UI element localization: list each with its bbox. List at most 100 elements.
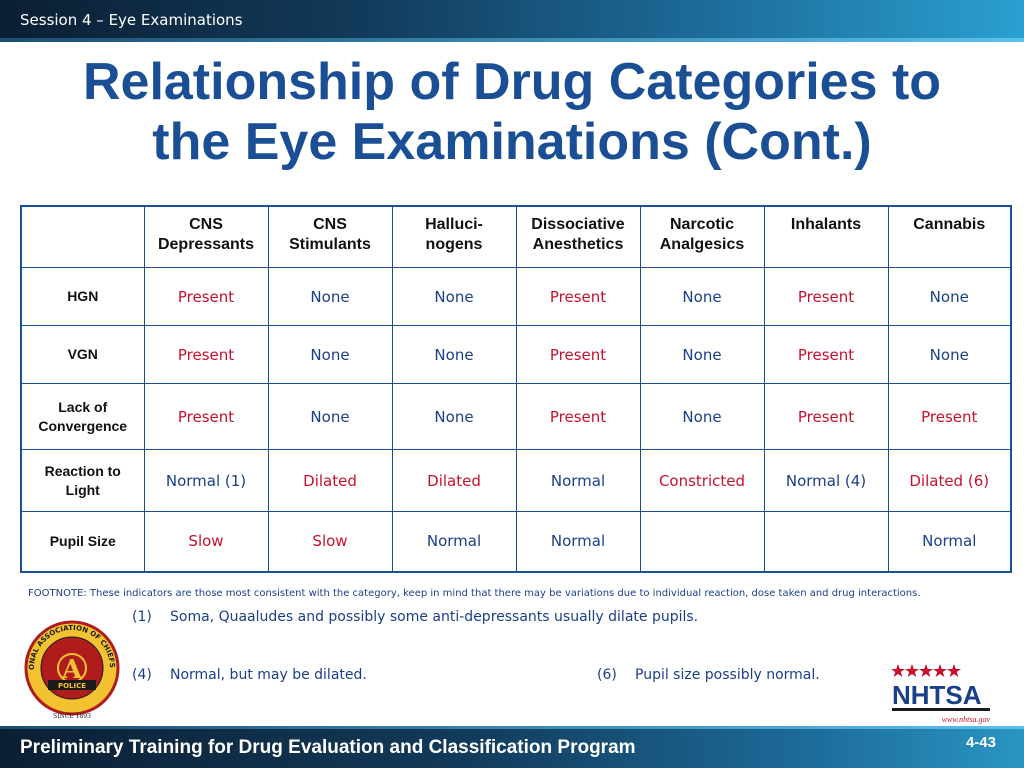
table-cell: None	[887, 325, 1012, 384]
table-cell: None	[267, 383, 393, 450]
table-cell: Slow	[267, 511, 393, 572]
column-header-line: Narcotic	[669, 216, 735, 233]
table-cell: None	[887, 267, 1012, 326]
slide-title: Relationship of Drug Categories to the E…	[0, 52, 1024, 172]
nhtsa-wordmark: NHTSA	[892, 680, 982, 710]
column-header-line: CNS	[313, 216, 347, 233]
table-cell: Present	[143, 325, 269, 384]
row-label-line: Convergence	[38, 417, 128, 434]
table-cell: None	[391, 383, 517, 450]
column-header: Halluci-nogens	[391, 205, 517, 268]
table-cell: Present	[143, 267, 269, 326]
iacp-band-text: POLICE	[58, 682, 86, 690]
column-header: Inhalants	[763, 205, 889, 268]
column-header: Narcotic Analgesics	[639, 205, 765, 268]
table-header-row: CNS Depressants CNS Stimulants Halluci-nog…	[20, 205, 1012, 268]
column-header: CNS Stimulants	[267, 205, 393, 268]
table-cell: Normal (1)	[143, 449, 269, 512]
note-text: Normal, but may be dilated.	[170, 667, 367, 683]
column-header: Dissociative Anesthetics	[515, 205, 641, 268]
table-cell: None	[391, 325, 517, 384]
table-cell: Dilated	[267, 449, 393, 512]
column-header-line: Analgesics	[659, 236, 745, 253]
row-label: Pupil Size	[20, 511, 145, 572]
note-text: Soma, Quaaludes and possibly some anti-d…	[170, 609, 699, 625]
table-cell: None	[639, 383, 765, 450]
table-cell: Present	[515, 325, 641, 384]
table-body: HGN Present None None Present None Prese…	[20, 267, 1012, 572]
program-name: Preliminary Training for Drug Evaluation…	[20, 737, 636, 758]
table-cell: None	[639, 267, 765, 326]
row-label: HGN	[20, 267, 145, 326]
drug-eye-exam-table: CNS Depressants CNS Stimulants Halluci-nog…	[20, 205, 1012, 573]
table-cell: Present	[763, 383, 889, 450]
svg-text:A: A	[61, 655, 83, 685]
row-label-line: Lack of	[58, 398, 108, 415]
table-row: HGN Present None None Present None Prese…	[20, 267, 1012, 326]
table-cell: Dilated	[391, 449, 517, 512]
table-cell: Present	[763, 267, 889, 326]
nhtsa-url: www.nhtsa.gov	[942, 715, 991, 724]
column-header-line: Inhalants	[790, 216, 862, 233]
row-label-line: Light	[65, 481, 100, 498]
slide-title-line-2: the Eye Examinations (Cont.)	[152, 113, 872, 171]
note-1: (1) Soma, Quaaludes and possibly some ant…	[132, 609, 698, 625]
table-cell: Constricted	[639, 449, 765, 512]
column-header-line: Anesthetics	[532, 236, 624, 253]
table-cell: Present	[763, 325, 889, 384]
row-label-line: HGN	[67, 288, 99, 304]
table-row: VGN Present None None Present None Prese…	[20, 325, 1012, 384]
table-cell: Present	[143, 383, 269, 450]
footnote: FOOTNOTE: These indicators are those mos…	[28, 588, 921, 599]
table-cell: None	[639, 325, 765, 384]
column-header-line: CNS	[189, 216, 223, 233]
table-cell: None	[267, 325, 393, 384]
table-cell: Normal	[391, 511, 517, 572]
table-cell: Present	[887, 383, 1012, 450]
column-header-line: Depressants	[157, 236, 255, 253]
row-label-line: Pupil Size	[49, 532, 116, 549]
table-cell	[763, 511, 889, 572]
row-label: Reaction to Light	[20, 449, 145, 512]
table-cell: Normal	[515, 449, 641, 512]
note-text: Pupil size possibly normal.	[635, 667, 820, 683]
column-header-line: nogens	[425, 236, 483, 253]
table-cell: Present	[515, 267, 641, 326]
column-header: CNS Depressants	[143, 205, 269, 268]
table-row: Reaction to Light Normal (1) Dilated Dila…	[20, 449, 1012, 512]
column-header: Cannabis	[887, 205, 1012, 268]
table-row: Lack of Convergence Present None None Pre…	[20, 383, 1012, 450]
top-header-band: Session 4 – Eye Examinations	[0, 0, 1024, 42]
star-icon	[891, 664, 961, 677]
table-cell: Normal (4)	[763, 449, 889, 512]
table-cell: Normal	[515, 511, 641, 572]
row-label: Lack of Convergence	[20, 383, 145, 450]
table-cell: Dilated (6)	[887, 449, 1012, 512]
row-label: VGN	[20, 325, 145, 384]
table-cell: Slow	[143, 511, 269, 572]
column-header-line: Cannabis	[913, 216, 986, 233]
footer-band: Preliminary Training for Drug Evaluation…	[0, 726, 1024, 768]
page-number: 4-43	[965, 734, 996, 751]
note-number: (6)	[597, 667, 617, 683]
table-cell: Normal	[887, 511, 1012, 572]
note-number: (4)	[132, 667, 152, 683]
iacp-since-text: SINCE 1893	[53, 713, 91, 720]
row-label-line: Reaction to	[44, 462, 121, 479]
note-number: (1)	[132, 609, 152, 625]
table-cell: None	[391, 267, 517, 326]
table-row: Pupil Size Slow Slow Normal Normal Norma…	[20, 511, 1012, 572]
row-label-line: VGN	[67, 346, 98, 362]
slide-title-line-1: Relationship of Drug Categories to	[82, 53, 942, 111]
table-cell	[639, 511, 765, 572]
session-label: Session 4 – Eye Examinations	[20, 11, 243, 29]
table-cell: None	[267, 267, 393, 326]
column-header-line: Dissociative	[531, 216, 625, 233]
column-header-line: Halluci-	[425, 216, 483, 233]
header-corner-cell	[20, 205, 145, 268]
note-4: (4) Normal, but may be dilated.	[132, 667, 367, 683]
column-header-line: Stimulants	[289, 236, 371, 253]
nhtsa-logo: NHTSA www.nhtsa.gov	[891, 664, 991, 724]
table-cell: Present	[515, 383, 641, 450]
note-6: (6) Pupil size possibly normal.	[597, 667, 820, 683]
